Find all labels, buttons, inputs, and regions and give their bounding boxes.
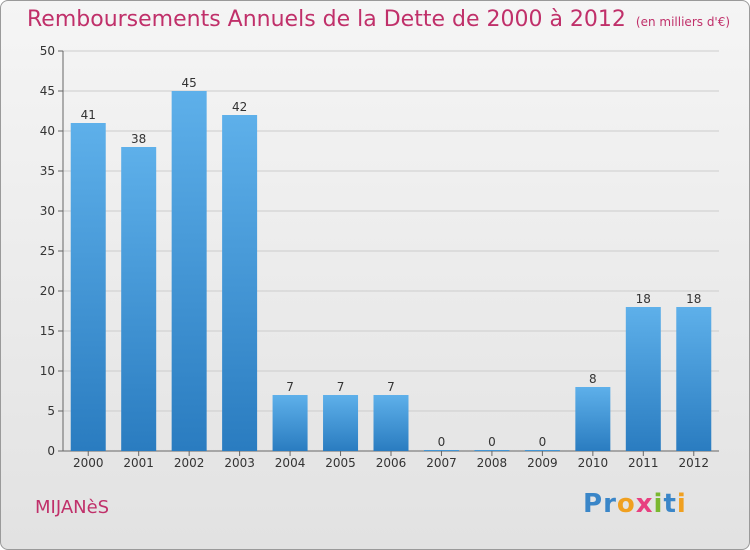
logo-letter: i xyxy=(676,489,687,519)
x-tick-label-2010: 2010 xyxy=(578,456,609,470)
x-tick-label-2003: 2003 xyxy=(224,456,255,470)
logo-letter: t xyxy=(663,489,677,519)
bar-2007 xyxy=(423,450,459,451)
y-tick-label: 0 xyxy=(47,444,55,458)
x-tick-label-2006: 2006 xyxy=(376,456,407,470)
town-name: MIJANèS xyxy=(35,497,110,518)
chart-title-text: Remboursements Annuels de la Dette de 20… xyxy=(27,7,626,32)
x-tick-label-2012: 2012 xyxy=(678,456,709,470)
data-label-2012: 18 xyxy=(686,292,701,306)
x-tick-label-2002: 2002 xyxy=(174,456,205,470)
bar-2009 xyxy=(524,450,560,451)
x-tick-label-2007: 2007 xyxy=(426,456,457,470)
y-tick-label: 5 xyxy=(47,404,55,418)
data-label-2005: 7 xyxy=(337,380,345,394)
data-label-2001: 38 xyxy=(131,132,146,146)
proxiti-logo: Proxiti xyxy=(583,489,687,519)
x-tick-label-2005: 2005 xyxy=(325,456,356,470)
logo-letter: o xyxy=(616,489,636,519)
y-tick-label: 20 xyxy=(40,284,55,298)
data-label-2000: 41 xyxy=(81,108,96,122)
logo-letter: r xyxy=(603,489,617,519)
bar-2002 xyxy=(171,91,207,451)
data-label-2010: 8 xyxy=(589,372,597,386)
bar-2012 xyxy=(676,307,712,451)
bar-2006 xyxy=(373,395,409,451)
data-label-2008: 0 xyxy=(488,435,496,449)
x-tick-label-2008: 2008 xyxy=(477,456,508,470)
logo-letter: i xyxy=(653,489,664,519)
bar-2008 xyxy=(474,450,510,451)
x-tick-label-2000: 2000 xyxy=(73,456,104,470)
y-tick-label: 10 xyxy=(40,364,55,378)
bar-2011 xyxy=(625,307,661,451)
bar-2001 xyxy=(121,147,157,451)
bar-2003 xyxy=(222,115,258,451)
data-label-2007: 0 xyxy=(438,435,446,449)
bar-2005 xyxy=(323,395,359,451)
bar-2010 xyxy=(575,387,611,451)
data-label-2004: 7 xyxy=(286,380,294,394)
y-tick-label: 45 xyxy=(40,84,55,98)
y-tick-label: 15 xyxy=(40,324,55,338)
y-tick-label: 50 xyxy=(40,44,55,58)
data-label-2006: 7 xyxy=(387,380,395,394)
x-tick-label-2001: 2001 xyxy=(123,456,154,470)
chart-unit: (en milliers d'€) xyxy=(635,15,731,29)
data-label-2002: 45 xyxy=(182,76,197,90)
x-tick-label-2009: 2009 xyxy=(527,456,558,470)
bar-2000 xyxy=(70,123,106,451)
y-tick-label: 25 xyxy=(40,244,55,258)
y-tick-label: 40 xyxy=(40,124,55,138)
data-label-2011: 18 xyxy=(636,292,651,306)
logo-letter: x xyxy=(635,489,654,519)
logo-letter: P xyxy=(583,489,604,519)
x-tick-label-2011: 2011 xyxy=(628,456,659,470)
data-label-2003: 42 xyxy=(232,100,247,114)
x-tick-label-2004: 2004 xyxy=(275,456,306,470)
y-tick-label: 35 xyxy=(40,164,55,178)
bar-2004 xyxy=(272,395,308,451)
chart-title: Remboursements Annuels de la Dette de 20… xyxy=(27,7,730,32)
y-tick-label: 30 xyxy=(40,204,55,218)
data-label-2009: 0 xyxy=(539,435,547,449)
